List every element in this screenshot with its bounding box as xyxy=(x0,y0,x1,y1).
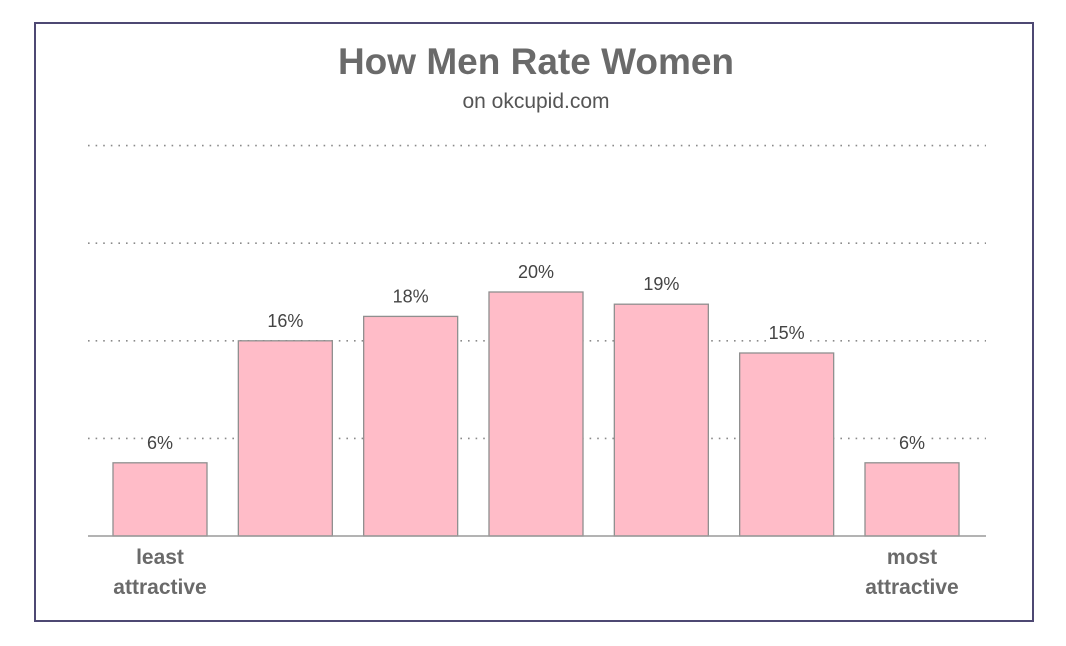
data-label-bg-5 xyxy=(767,324,806,343)
chart-svg: How Men Rate Women on okcupid.com 6% 16% 1… xyxy=(88,41,986,599)
data-label-3: 20% xyxy=(518,262,554,282)
right-end-label: most attractive xyxy=(865,546,958,599)
data-label-6: 6% xyxy=(899,433,925,453)
bar-3 xyxy=(488,291,584,537)
data-label-bg-4 xyxy=(642,275,681,295)
data-label-5: 15% xyxy=(769,323,805,343)
chart-frame: How Men Rate Women on okcupid.com 6% 16% 1… xyxy=(34,22,1034,622)
data-label-1: 16% xyxy=(267,311,303,331)
chart-title: How Men Rate Women xyxy=(338,41,734,82)
bar-5 xyxy=(739,352,835,537)
data-label-bg-2 xyxy=(391,287,430,307)
left-end-label-line2: attractive xyxy=(113,576,206,599)
bar-6 xyxy=(864,462,960,537)
data-label-bg-1 xyxy=(266,311,305,331)
bar-2 xyxy=(363,315,459,537)
bars xyxy=(112,291,960,537)
data-labels: 6% 16% 18% 20% 19% 15% 6% xyxy=(146,262,926,453)
chart-subtitle: on okcupid.com xyxy=(462,90,609,113)
bar-0 xyxy=(112,462,208,537)
bar-4 xyxy=(613,303,709,537)
bar-1 xyxy=(237,340,333,537)
data-label-bg-3 xyxy=(517,263,555,282)
data-label-bg-0 xyxy=(146,433,174,453)
right-end-label-line1: most xyxy=(887,546,937,569)
data-label-0: 6% xyxy=(147,433,173,453)
left-end-label: least attractive xyxy=(113,546,206,599)
right-end-label-line2: attractive xyxy=(865,576,958,599)
data-label-bg-6 xyxy=(898,433,926,453)
data-label-2: 18% xyxy=(393,286,429,306)
data-label-4: 19% xyxy=(643,274,679,294)
left-end-label-line1: least xyxy=(136,546,184,569)
